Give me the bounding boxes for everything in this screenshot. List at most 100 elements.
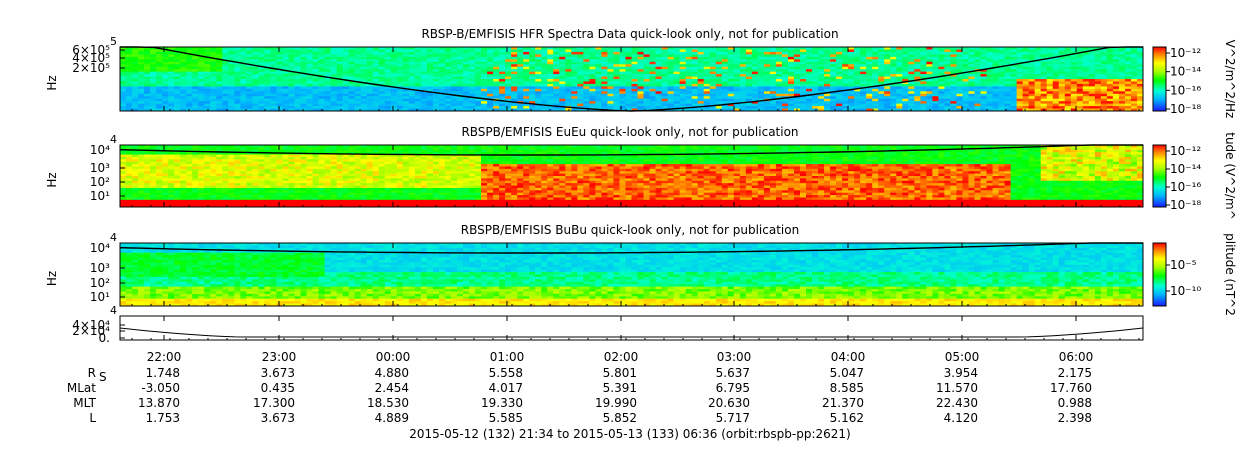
spectrogram-cell: [517, 76, 524, 80]
spectrogram-cell: [342, 56, 350, 60]
spectrogram-cell: [806, 108, 813, 112]
spectrogram-cell: [547, 71, 554, 75]
spectrogram-cell: [505, 79, 512, 82]
spectrogram-cell: [390, 101, 398, 105]
spectrogram-cell: [312, 93, 319, 97]
spectrogram-cell: [643, 96, 650, 100]
spectrogram-cell: [866, 81, 873, 85]
spectrogram-cell: [228, 96, 235, 100]
spectrogram-cell: [396, 108, 404, 112]
spectrogram-cell: [378, 101, 386, 105]
spectrogram-cell: [1040, 74, 1048, 77]
spectrogram-cell: [150, 76, 157, 80]
spectrogram-cell: [384, 81, 392, 85]
spectrogram-cell: [884, 91, 891, 95]
spectrogram-cell: [228, 108, 235, 112]
panel-1: RBSP-B/EMFISIS HFR Spectra Data quick-lo…: [45, 27, 1237, 118]
spectrogram-cell: [866, 96, 873, 100]
spectrogram-cell: [1046, 49, 1054, 53]
spectrogram-cell: [180, 171, 187, 175]
spectrogram-cell: [968, 103, 975, 107]
spectrogram-cell: [306, 103, 313, 107]
spectrogram-cell: [920, 83, 927, 87]
spectrogram-cell: [1052, 96, 1060, 100]
spectrogram-cell: [126, 159, 133, 163]
spectrogram-cell: [589, 98, 596, 102]
spectrogram-cell: [234, 103, 241, 107]
spectrogram-cell: [1112, 93, 1120, 97]
spectrogram-cell: [1118, 69, 1126, 73]
spectrogram-cell: [601, 49, 608, 53]
spectrogram-cell: [162, 154, 169, 158]
spectrogram-cell: [679, 88, 687, 92]
spectrogram-cell: [559, 49, 566, 53]
spectrogram-cell: [667, 69, 675, 73]
spectrogram-cell: [240, 106, 247, 109]
spectrogram-cell: [703, 98, 711, 102]
spectrogram-cell: [1010, 69, 1018, 73]
spectrogram-cell: [156, 164, 163, 167]
spectrogram-cell: [144, 161, 151, 165]
spectrogram-cell: [908, 66, 915, 70]
spectrogram-cell: [282, 56, 289, 60]
spectrogram-cell: [860, 51, 867, 55]
spectrogram-cell: [727, 103, 735, 107]
spectrogram-cell: [156, 190, 163, 194]
spectrogram-cell: [1004, 49, 1012, 53]
spectrogram-cell: [649, 88, 656, 92]
spectrogram-cell: [162, 88, 169, 92]
spectrogram-cell: [607, 88, 614, 92]
spectrogram-cell: [1136, 88, 1144, 92]
spectrogram-cell: [631, 54, 638, 58]
spectrogram-cell: [1106, 66, 1114, 70]
spectrogram-cell: [342, 86, 350, 90]
spectrogram-cell: [246, 71, 253, 75]
spectrogram-cell: [1034, 86, 1042, 90]
spectrogram-cell: [228, 161, 235, 165]
spectrogram-cell: [144, 103, 151, 107]
spectrogram-cell: [908, 69, 915, 73]
spectrogram-cell: [318, 74, 325, 77]
spectrogram-cell: [228, 152, 235, 155]
spectrogram-cell: [186, 154, 193, 158]
spectrogram-cell: [174, 176, 181, 179]
spectrogram-cell: [300, 59, 307, 63]
spectrogram-cell: [1058, 83, 1066, 87]
spectrogram-cell: [120, 197, 127, 201]
spectrogram-cell: [1016, 49, 1024, 53]
spectrogram-cell: [661, 54, 669, 58]
spectrogram-cell: [312, 88, 319, 92]
spectrogram-cell: [739, 81, 747, 85]
spectrogram-cell: [505, 83, 512, 87]
spectrogram-cell: [276, 47, 283, 50]
spectrogram-cell: [830, 86, 837, 90]
spectrogram-cell: [354, 64, 362, 68]
spectrogram-cell: [246, 79, 253, 82]
spectrogram-cell: [830, 66, 837, 70]
spectrogram-cell: [1070, 56, 1078, 60]
spectrogram-cell: [288, 51, 295, 55]
spectrogram-cell: [727, 69, 735, 73]
spectrogram-cell: [216, 51, 223, 55]
spectrogram-cell: [631, 69, 638, 73]
spectrogram-cell: [1016, 101, 1024, 105]
spectrogram-cell: [679, 71, 687, 75]
spectrogram-cell: [354, 76, 362, 80]
spectrogram-cell: [354, 108, 362, 112]
spectrogram-cell: [619, 103, 626, 107]
spectrogram-cell: [739, 59, 747, 63]
spectrogram-cell: [414, 76, 422, 80]
spectrogram-cell: [216, 173, 223, 177]
spectrogram-cell: [559, 83, 566, 87]
spectrogram-cell: [126, 49, 133, 53]
spectrogram-cell: [1100, 93, 1108, 97]
spectrogram-cell: [691, 61, 699, 65]
spectrogram-cell: [475, 88, 482, 92]
spectrogram-cell: [848, 103, 855, 107]
spectrogram-cell: [649, 54, 656, 58]
spectrogram-cell: [1130, 98, 1138, 102]
spectrogram-cell: [499, 64, 506, 68]
spectrogram-cell: [402, 61, 410, 65]
spectrogram-cell: [1136, 76, 1144, 80]
spectrogram-cell: [174, 81, 181, 85]
